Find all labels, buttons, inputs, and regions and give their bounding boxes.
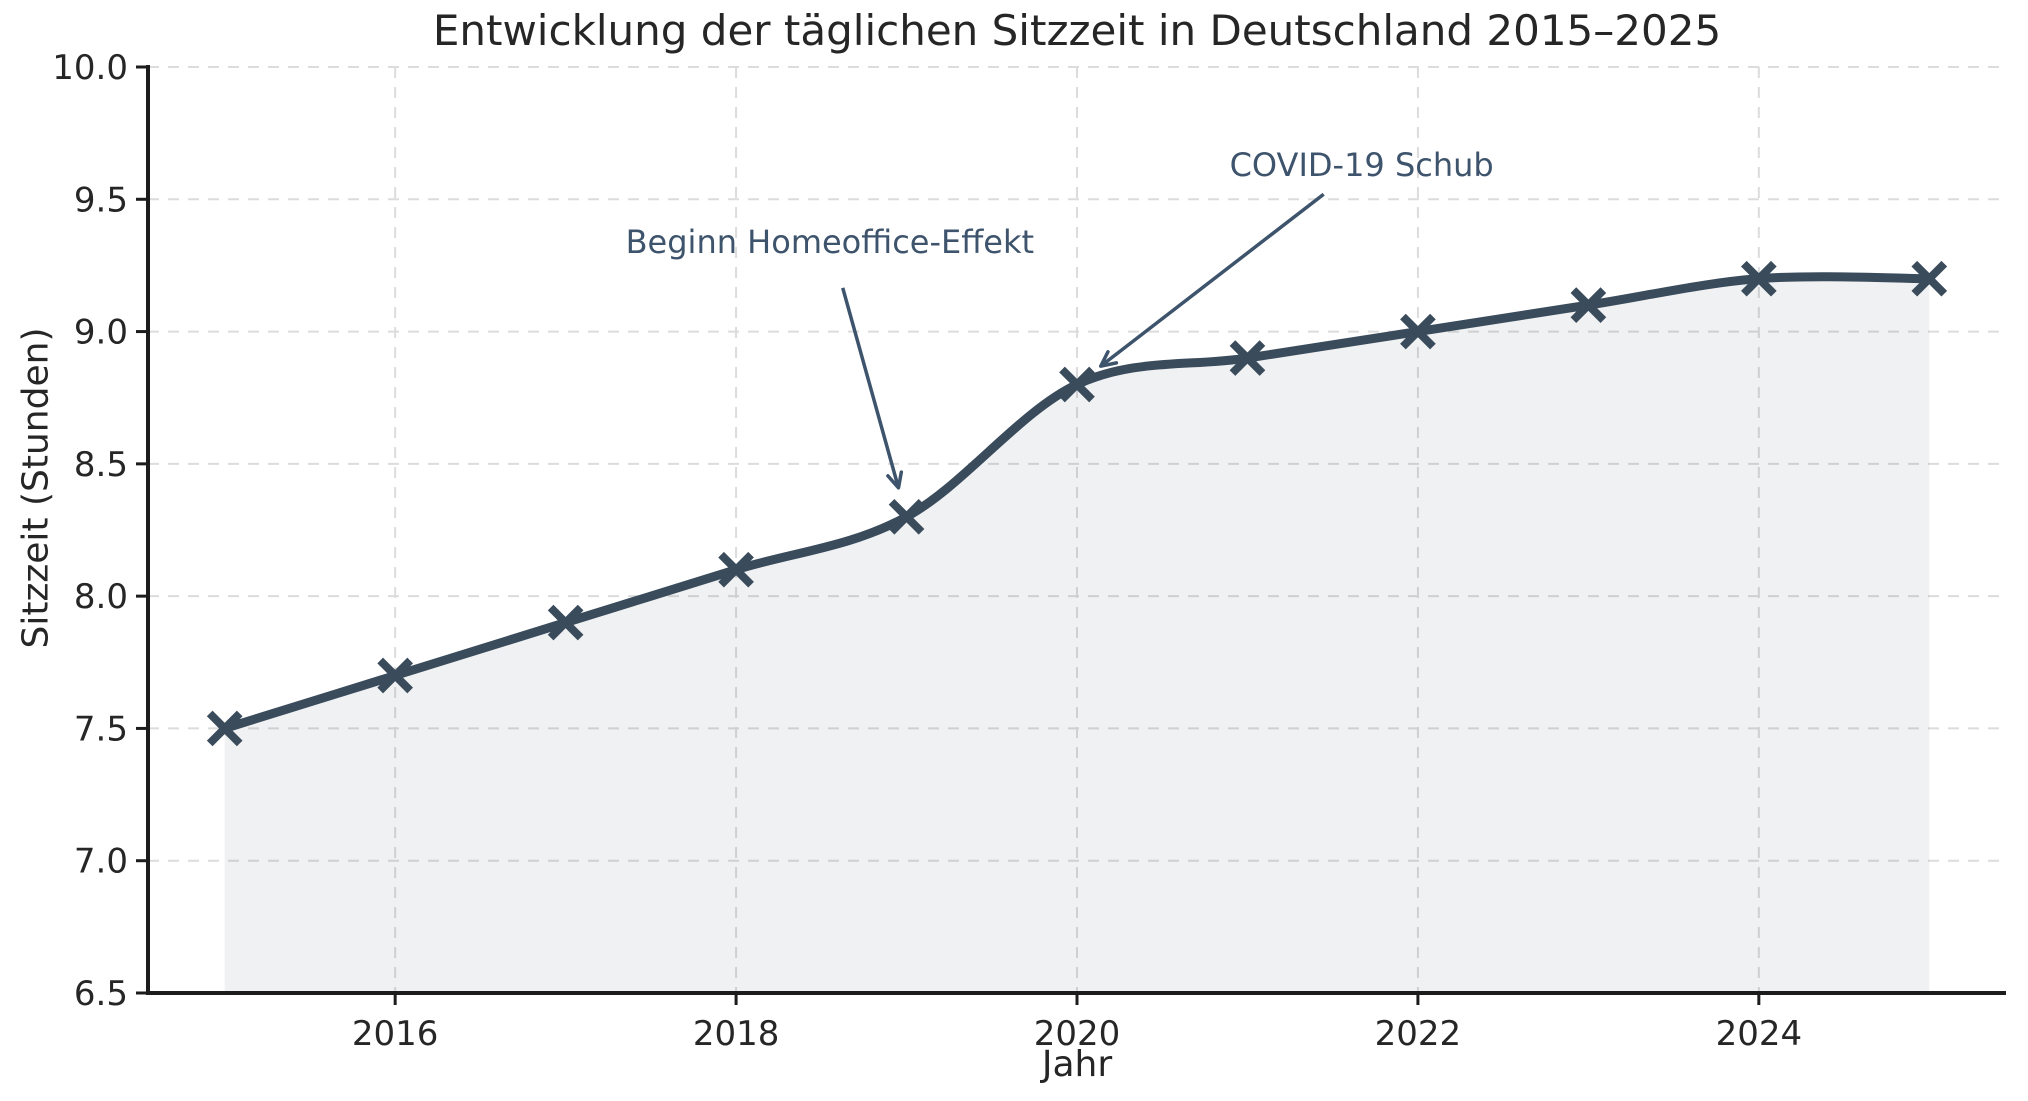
annotation-arrow-line [1099,192,1325,368]
y-tick-label: 10.0 [52,48,128,88]
x-tick-label: 2020 [1034,1014,1121,1054]
data-point-marker [547,604,584,641]
y-tick-label: 6.5 [74,974,128,1014]
data-point-marker [1229,340,1266,376]
x-axis-label: Jahr [1041,1044,1113,1085]
chart-title: Entwicklung der täglichen Sitzzeit in De… [432,6,1722,55]
y-tick-label: 9.5 [74,180,128,220]
data-point-marker [1400,313,1436,350]
data-point-marker [1570,287,1607,323]
data-point-marker [718,551,754,588]
annotation-arrow-line [841,287,901,489]
data-point-marker [1059,366,1095,403]
y-tick-label: 7.0 [74,842,128,882]
x-tick-label: 2018 [693,1014,780,1054]
x-tick-label: 2022 [1375,1014,1462,1054]
data-point-marker [1741,260,1777,297]
data-point-marker [1911,260,1948,297]
area-fill [224,276,1930,993]
data-point-marker [206,710,243,747]
annotation-arrowhead [1099,350,1119,368]
data-point-marker [888,498,925,535]
annotation-arrowhead [886,470,904,490]
y-tick-label: 8.5 [74,445,128,485]
data-point-marker [377,657,413,694]
annotation-covid-schub: COVID-19 Schub [1229,145,1494,184]
annotation-homeoffice-effekt: Beginn Homeoffice-Effekt [625,222,1035,261]
y-tick-label: 8.0 [74,577,128,617]
y-tick-label: 7.5 [74,709,128,749]
x-tick-label: 2016 [352,1014,439,1054]
y-axis-label: Sitzzeit (Stunden) [15,327,57,649]
y-tick-label: 9.0 [74,313,128,353]
x-tick-label: 2024 [1716,1014,1803,1054]
